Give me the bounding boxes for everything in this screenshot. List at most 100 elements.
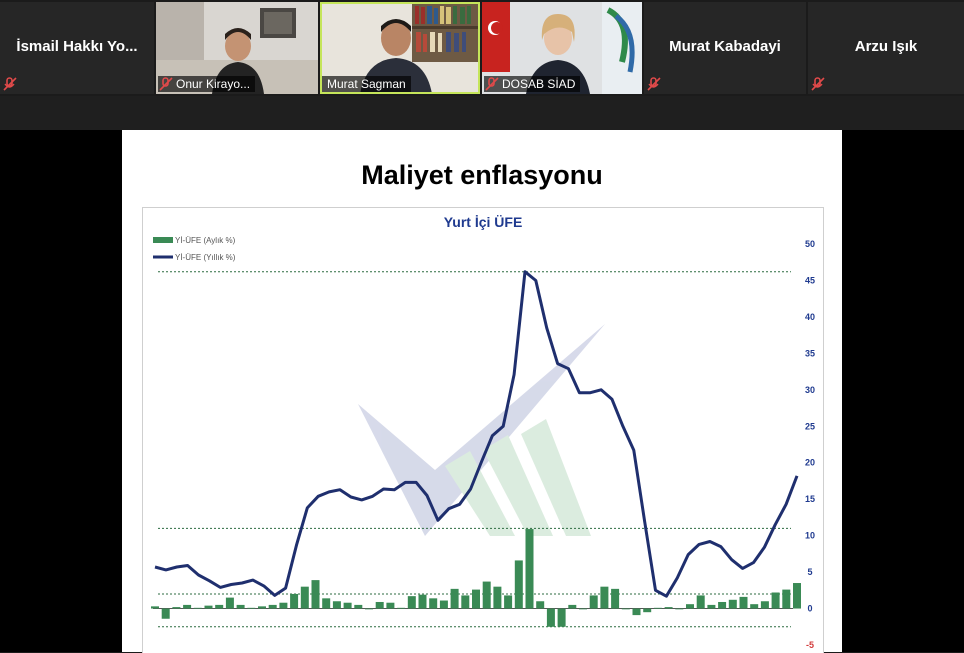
monthly-bar [322,598,331,609]
monthly-bar [354,604,363,609]
participant-name-tag: Onur Kirayo... [158,76,256,92]
screen-share-area: Maliyet enflasyonu Yurt İçi ÜFE Yİ-ÜFE (A… [0,130,964,653]
monthly-bar [718,601,727,609]
strip-divider [0,96,964,130]
participant-name: DOSAB SİAD [502,77,576,91]
monthly-bar [407,596,416,609]
participant-video-tile[interactable]: Onur Kirayo... [156,2,318,94]
y-tick-label: 50 [805,239,815,249]
monthly-bar [493,586,502,609]
monthly-bar [782,589,791,609]
legend-label-bar: Yİ-ÜFE (Aylık %) [175,236,236,245]
monthly-bar [311,580,320,609]
y-tick-label: 10 [805,531,815,541]
y-tick-label: 35 [805,348,815,358]
monthly-bar [557,608,566,627]
participant-strip: İsmail Hakkı Yo... Onur Kirayo... [0,0,964,96]
participant-name: Onur Kirayo... [176,77,251,91]
monthly-bar [193,607,202,609]
mic-muted-icon [811,77,825,91]
legend-label-line: Yİ-ÜFE (Yıllık %) [175,253,236,262]
monthly-bar [183,604,192,609]
monthly-bar [793,583,801,609]
y-tick-label: 30 [805,385,815,395]
monthly-bar [696,595,705,609]
monthly-bar [664,607,673,609]
chart-title: Yurt İçi ÜFE [444,214,523,230]
monthly-bar [472,589,480,609]
monthly-bar [225,597,234,609]
monthly-bar [504,595,513,609]
monthly-bar [536,601,545,609]
participant-name: Arzu Işık [854,38,918,55]
y-tick-label: 45 [805,275,815,285]
monthly-bar [686,604,694,609]
monthly-bar [161,608,170,619]
y-tick-label: 0 [807,604,812,614]
participant-name: Murat Kabadayi [669,38,781,55]
monthly-bar [418,594,427,609]
y-tick-label: 20 [805,458,815,468]
y-tick-label: 40 [805,312,815,322]
monthly-bar [268,604,277,609]
participant-name-tag: Murat Sagman [322,76,411,92]
monthly-bar [579,608,587,610]
participant-tile[interactable]: İsmail Hakkı Yo... [0,2,154,94]
monthly-bar [739,596,748,609]
monthly-bar [332,601,341,609]
monthly-bar [439,600,448,609]
y-tick-label: -5 [806,640,814,650]
monthly-bar [429,598,438,609]
monthly-bar [386,602,395,609]
participant-tile[interactable]: Murat Kabadayi [644,2,806,94]
monthly-bar [365,608,373,610]
monthly-bar [215,604,224,609]
slide-title: Maliyet enflasyonu [361,160,603,190]
monthly-bar [707,604,716,609]
active-speaker-tile[interactable]: Murat Sagman [320,2,480,94]
monthly-bar [450,588,459,609]
legend-swatch-bar [153,237,173,243]
monthly-bar [172,607,181,609]
monthly-bar [589,595,598,609]
monthly-bar [750,604,759,609]
participant-name: Murat Sagman [327,77,406,91]
monthly-bar [258,606,266,609]
monthly-bar [525,529,534,609]
participant-name: İsmail Hakkı Yo... [16,38,138,55]
monthly-bar [300,586,309,609]
monthly-bar [279,602,288,609]
mic-muted-icon [3,77,17,91]
monthly-bar [546,608,555,627]
monthly-bar [600,586,609,609]
chart-container: Yurt İçi ÜFE Yİ-ÜFE (Aylık %) Yİ-ÜFE (Yıll… [142,207,824,653]
monthly-bar [760,601,769,609]
monthly-bar [632,608,641,616]
monthly-bar [151,606,159,609]
monthly-bar [621,608,630,610]
monthly-bar [675,608,684,610]
ufe-chart: Yurt İçi ÜFE Yİ-ÜFE (Aylık %) Yİ-ÜFE (Yıll… [151,214,815,650]
monthly-bar [397,607,406,609]
monthly-bar [611,588,620,609]
monthly-bar [514,560,523,609]
monthly-bar [568,604,577,609]
monthly-bar [343,602,352,609]
participant-video-tile[interactable]: DOSAB SİAD [482,2,642,94]
monthly-bar [236,604,245,609]
monthly-bar [653,607,662,609]
y-tick-label: 5 [807,567,812,577]
annual-line [154,270,799,598]
monthly-bar [771,592,780,609]
y-tick-label: 15 [805,494,815,504]
monthly-bar [461,595,470,609]
monthly-bar [728,599,737,609]
mic-muted-icon [485,77,499,91]
presentation-slide: Maliyet enflasyonu Yurt İçi ÜFE Yİ-ÜFE (A… [122,130,842,653]
watermark-logo [358,324,605,536]
monthly-bar [482,581,491,609]
monthly-bar [247,607,256,609]
participant-tile[interactable]: Arzu Işık [808,2,964,94]
monthly-bar [643,608,652,613]
participant-name-tag: DOSAB SİAD [484,76,581,92]
